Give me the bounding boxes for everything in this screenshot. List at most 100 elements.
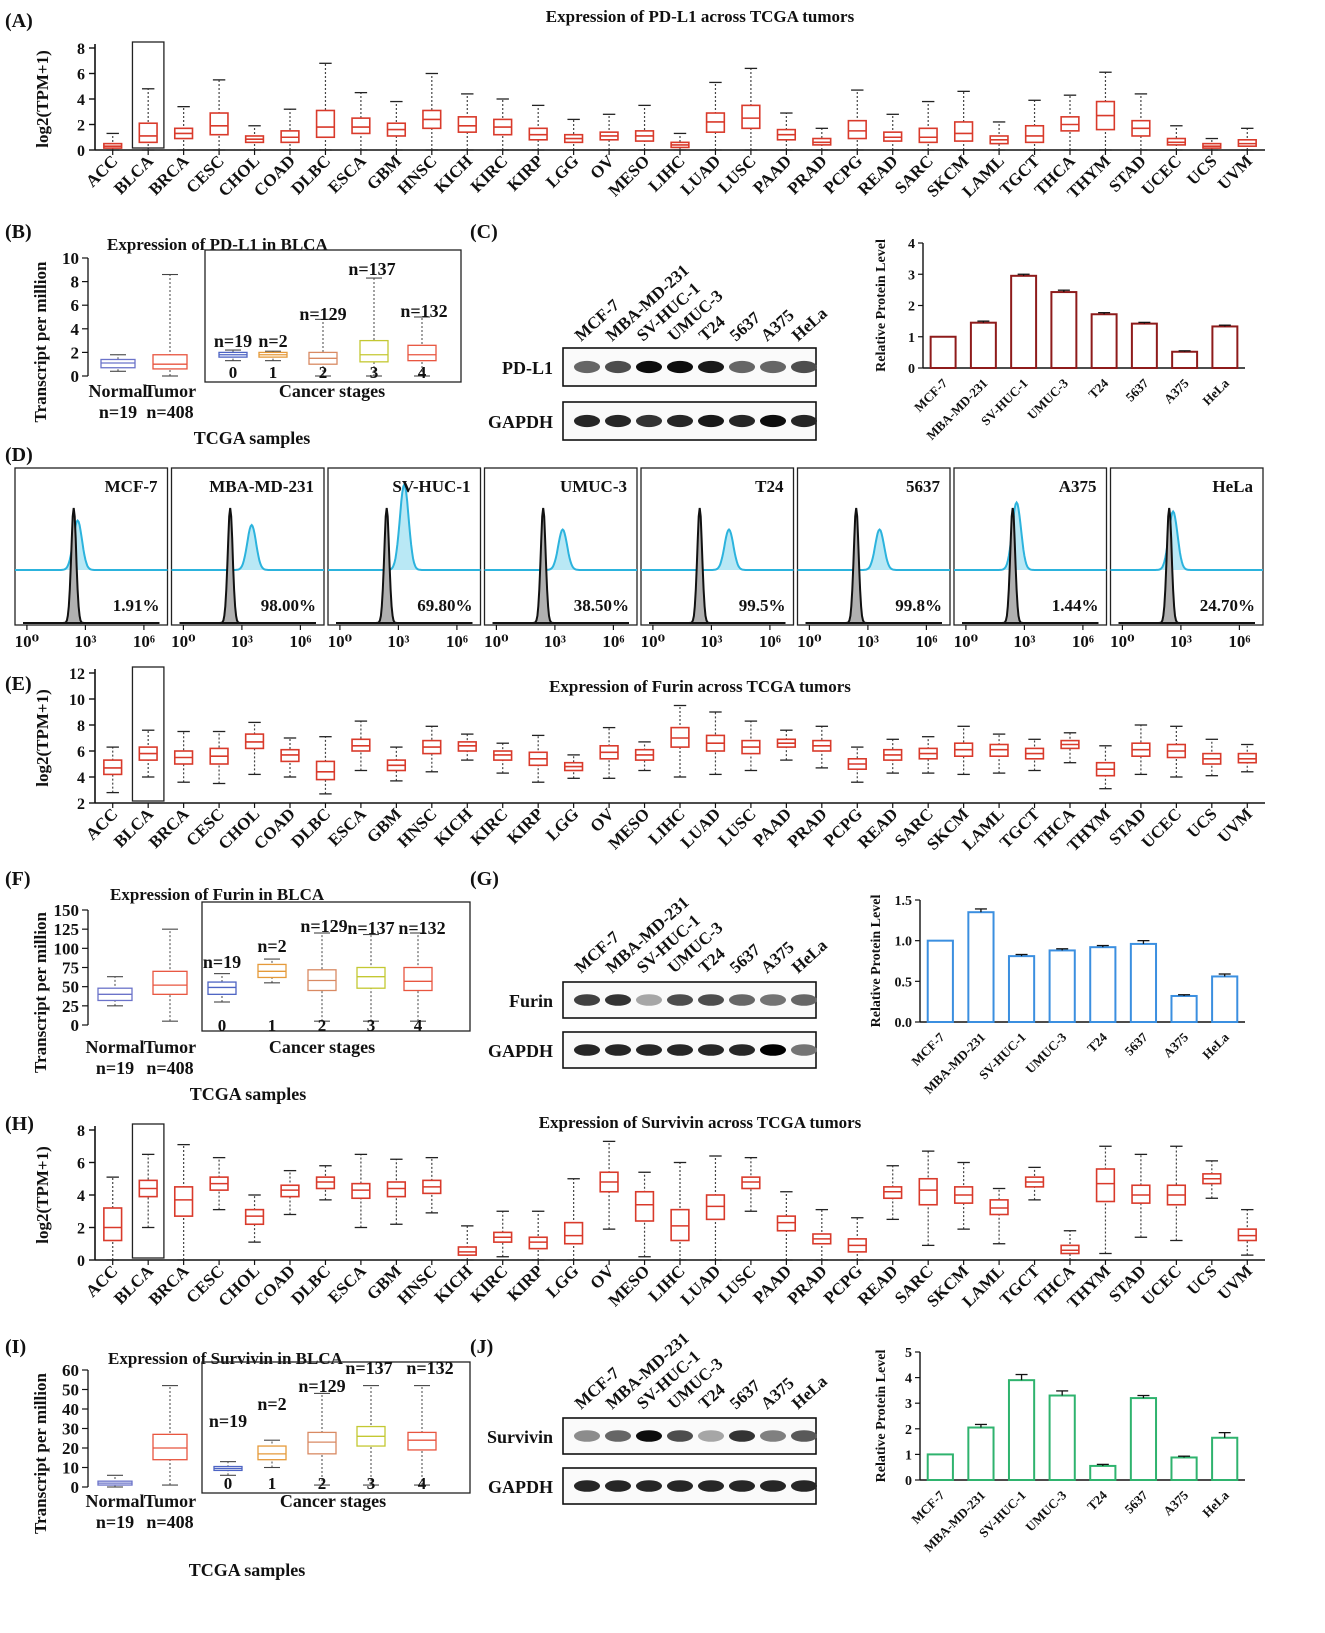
x-tick-label: A375	[1160, 1029, 1191, 1060]
box-4: 4 n=132	[406, 1358, 453, 1493]
blot-band	[759, 414, 787, 428]
x-tick-label: 10⁰	[797, 632, 821, 651]
x-tick-label: LGG	[542, 151, 582, 191]
blot-band	[666, 994, 694, 1006]
x-tick-label: HeLa	[1199, 1487, 1232, 1520]
n-annotation: n=137	[348, 259, 395, 279]
blot-band	[728, 1430, 756, 1442]
n-annotation: n=19	[214, 331, 252, 351]
category-label: Tumor	[144, 1037, 196, 1057]
n-annotation: n=2	[257, 936, 286, 956]
x-tick-label: 10³	[857, 632, 879, 651]
positive-curve	[15, 518, 168, 571]
bar-T24	[1089, 946, 1117, 1024]
category-n-label: n=408	[146, 402, 193, 422]
positive-curve	[797, 528, 950, 571]
box-SARC: SARC	[891, 1150, 938, 1308]
x-tick-label: MCF-7	[911, 375, 951, 415]
blot-band	[697, 360, 725, 374]
box-0: 0 n=19	[209, 1411, 247, 1493]
box-iqr	[407, 1431, 437, 1451]
x-tick-label: UCS	[1183, 151, 1220, 188]
chart-G: Relative Protein Level 0.00.51.01.5MCF-7M…	[869, 894, 1245, 1097]
bar-SV-HUC-1	[1010, 274, 1038, 369]
box-ACC: ACC	[82, 1176, 123, 1301]
chart-I: Expression of Survivin in BLCA Transcript…	[31, 1349, 471, 1580]
blot-band	[790, 1480, 818, 1492]
stage-label: 2	[318, 1016, 327, 1035]
box-LGG: LGG	[542, 754, 584, 845]
y-tick-label: 1.0	[895, 935, 913, 950]
x-tick-label: 10⁶	[289, 632, 311, 651]
percent-label: 99.5%	[739, 596, 786, 615]
y-axis-label: Transcript per million	[31, 912, 50, 1073]
x-tick-label: 10⁶	[1228, 632, 1250, 651]
y-tick-label: 4	[77, 770, 85, 787]
category-label: Normal	[89, 381, 148, 401]
x-tick-label: ESCA	[324, 1261, 370, 1307]
stage-label: 3	[367, 1016, 376, 1035]
y-tick-label: 2	[77, 796, 85, 813]
box-iqr	[351, 1182, 371, 1200]
flow-panel-MCF-7: MCF-7 1.91% 10⁰ 10³ 10⁶	[14, 467, 169, 651]
n-annotation: n=129	[298, 1376, 345, 1396]
y-tick-label: 6	[77, 744, 85, 761]
x-tick-label: 10⁶	[1072, 632, 1094, 651]
category-n-label: n=408	[146, 1512, 193, 1532]
blot-band	[635, 414, 663, 428]
cell-line-label: MCF-7	[105, 477, 158, 496]
box-iqr	[173, 1186, 194, 1217]
lane-label: 5637	[726, 940, 764, 977]
box-iqr	[1095, 1168, 1116, 1203]
y-tick-label: 4	[905, 1372, 912, 1387]
x-tick-label: COAD	[250, 1261, 299, 1310]
y-tick-label: 8	[77, 718, 85, 735]
x-tick-label: T24	[1085, 375, 1111, 401]
box-iqr	[1060, 1244, 1080, 1255]
y-tick-label: 8	[71, 273, 80, 292]
x-tick-label: KICH	[431, 151, 476, 196]
x-tick-label: LGG	[542, 1261, 582, 1301]
x-tick-label: MESO	[605, 804, 654, 853]
y-axis-label: Transcript per million	[31, 1373, 50, 1534]
flow-panel-A375: A375 1.44% 10⁰ 10³ 10⁶	[953, 467, 1108, 651]
box-iqr	[138, 122, 158, 144]
stage-label: 1	[268, 1474, 277, 1493]
category-label: Tumor	[144, 1491, 196, 1511]
positive-fill	[328, 484, 481, 570]
bar-SV-HUC-1	[1007, 1379, 1036, 1482]
blot-band	[697, 1044, 725, 1056]
chart-D: MCF-7 1.91% 10⁰ 10³ 10⁶ MBA-MD-231 98.00% 10⁰ 10…	[14, 467, 1264, 651]
box-iqr	[315, 1176, 336, 1190]
stage-label: 4	[414, 1016, 423, 1035]
x-axis-label: TCGA samples	[190, 1084, 307, 1104]
x-tick-label: BRCA	[145, 1261, 193, 1309]
lane-label: 5637	[726, 1376, 764, 1413]
x-tick-label: 10⁰	[641, 632, 665, 651]
box-1: 1 n=2	[258, 331, 288, 382]
stage-label: 2	[319, 363, 328, 382]
n-annotation: n=2	[257, 1394, 286, 1414]
box-3: 3 n=137	[347, 918, 394, 1035]
blot-row-label: PD-L1	[502, 358, 553, 378]
blot-band	[604, 1480, 632, 1492]
cell-line-label: HeLa	[1212, 477, 1253, 496]
bar-MBA-MD-231	[967, 1426, 995, 1482]
category-n-label: n=19	[96, 1058, 134, 1078]
x-tick-label: 10⁶	[446, 632, 468, 651]
positive-fill	[171, 525, 324, 570]
panel-label-C: (C)	[470, 221, 498, 243]
y-tick-label: 2	[77, 1221, 85, 1238]
y-tick-label: 0	[77, 1253, 85, 1270]
x-tick-label: 5637	[1122, 1029, 1151, 1058]
x-tick-label: UCEC	[1138, 1261, 1185, 1308]
x-tick-label: T24	[1084, 1487, 1110, 1513]
stage-label: 4	[418, 363, 427, 382]
box-iqr	[1024, 124, 1045, 144]
positive-curve	[1110, 509, 1263, 571]
box-iqr	[244, 1208, 265, 1226]
bar-5637	[1130, 322, 1158, 369]
blot-band	[666, 360, 694, 374]
